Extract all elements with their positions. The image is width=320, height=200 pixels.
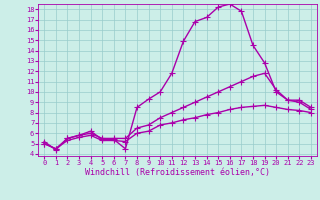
X-axis label: Windchill (Refroidissement éolien,°C): Windchill (Refroidissement éolien,°C) [85, 168, 270, 177]
